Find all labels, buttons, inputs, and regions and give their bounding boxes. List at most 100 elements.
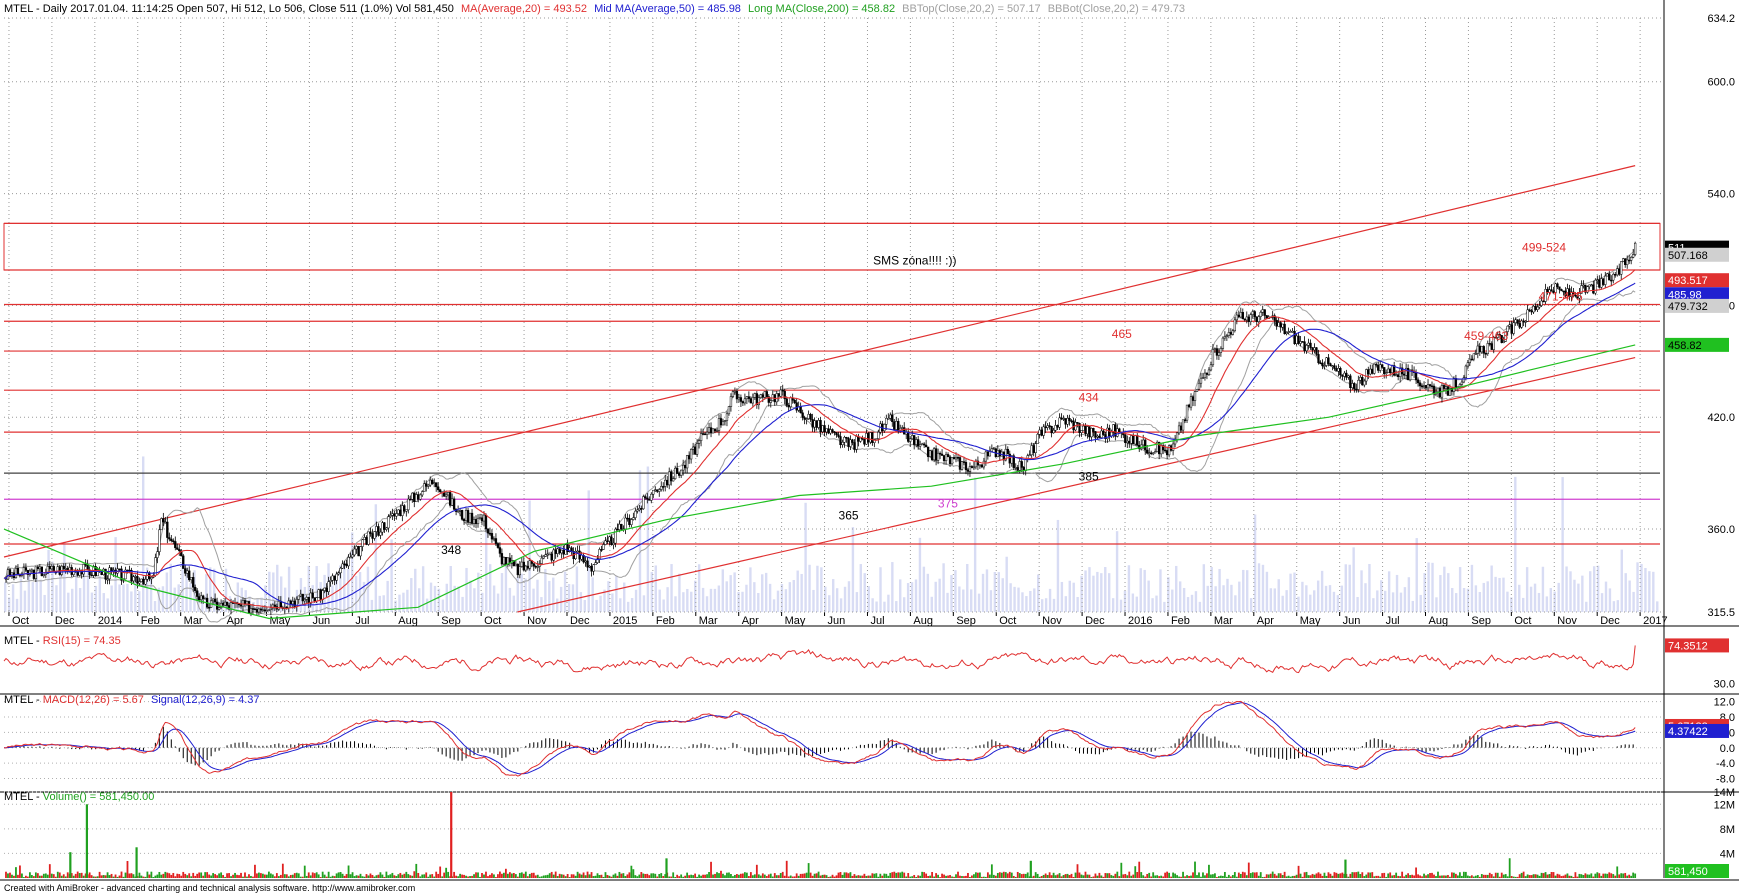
volume-bar xyxy=(1297,865,1300,878)
volume-backdrop-bar xyxy=(694,580,697,612)
candle-body xyxy=(1504,331,1507,342)
volume-backdrop-bar xyxy=(1313,590,1316,612)
volume-bar xyxy=(1500,872,1503,878)
candle-body xyxy=(106,578,109,581)
x-tick-label: Jun xyxy=(1343,615,1361,627)
candle-body xyxy=(1620,261,1623,275)
candle-body xyxy=(321,590,324,600)
candle-body xyxy=(885,418,888,425)
candle-body xyxy=(48,566,51,570)
volume-bar xyxy=(1104,873,1107,878)
candle-body xyxy=(1436,387,1440,393)
x-tick-label: Feb xyxy=(141,615,160,627)
candle-body xyxy=(1126,440,1129,443)
volume-bar xyxy=(871,873,874,878)
volume-bar xyxy=(568,877,571,878)
candle-body xyxy=(239,604,243,607)
volume-backdrop-bar xyxy=(895,601,898,612)
candle-body xyxy=(1418,382,1422,387)
volume-bar xyxy=(1214,873,1216,878)
trend-line[interactable] xyxy=(3,165,1636,558)
volume-bar xyxy=(106,872,109,878)
volume-bar xyxy=(1116,871,1119,878)
volume-bar xyxy=(1233,872,1236,878)
volume-bar xyxy=(1072,876,1075,878)
volume-backdrop-bar xyxy=(556,598,559,612)
volume-bar xyxy=(301,876,304,878)
volume-backdrop-bar xyxy=(1490,565,1493,612)
volume-bar xyxy=(36,873,39,878)
x-tick-label: Sep xyxy=(1471,615,1491,627)
volume-backdrop-bar xyxy=(1636,562,1639,612)
volume-bar xyxy=(899,872,902,878)
volume-backdrop-bar xyxy=(737,591,740,612)
candle-body xyxy=(715,430,719,432)
volume-backdrop-bar xyxy=(891,562,894,612)
trend-line[interactable] xyxy=(517,357,1636,613)
candle-body xyxy=(556,548,559,554)
candle-body xyxy=(721,421,725,426)
volume-backdrop-bar xyxy=(1143,569,1146,612)
volume-bar xyxy=(977,872,979,878)
volume-bar xyxy=(1355,872,1358,878)
rsi-pane[interactable]: 30.074.3512 xyxy=(3,638,1735,690)
candle-body xyxy=(970,466,974,468)
volume-bar xyxy=(493,874,495,878)
candle-body xyxy=(217,607,221,610)
volume-bar xyxy=(873,873,876,878)
volume-bar xyxy=(622,873,625,878)
volume-bar xyxy=(1419,875,1421,878)
volume-spike-bar xyxy=(1344,859,1347,878)
volume-bar xyxy=(857,875,860,878)
volume-bar xyxy=(718,873,720,878)
x-tick-label: Apr xyxy=(1257,615,1274,627)
candle-body xyxy=(1225,335,1229,337)
candle-body xyxy=(1442,385,1446,389)
volume-bar xyxy=(560,874,563,878)
volume-bar xyxy=(54,876,57,878)
volume-backdrop-bar xyxy=(512,595,516,612)
candle-body xyxy=(1237,314,1240,318)
sms-zone-box[interactable] xyxy=(3,222,1661,271)
volume-bar xyxy=(1415,867,1417,878)
candle-body xyxy=(1586,286,1589,293)
volume-bar xyxy=(132,874,135,878)
volume-bar xyxy=(487,876,489,878)
volume-bar xyxy=(1239,873,1242,878)
candle-body xyxy=(118,568,121,571)
candle-body xyxy=(261,609,265,612)
volume-backdrop-bar xyxy=(686,588,689,612)
candle-body xyxy=(299,593,302,597)
candle-body xyxy=(204,597,207,600)
macd-pane[interactable]: 12.08.04.00.0-4.0-8.05.671824.37422 xyxy=(3,697,1735,786)
volume-backdrop-bar xyxy=(615,575,618,612)
volume-bar xyxy=(17,874,19,878)
candle-body xyxy=(1514,319,1517,323)
candle-body xyxy=(1066,418,1069,425)
candle-body xyxy=(588,565,591,568)
candle-body xyxy=(1468,358,1472,363)
macd-signal-line xyxy=(4,702,1636,775)
volume-bar xyxy=(279,874,282,878)
volume-bar xyxy=(803,873,806,878)
volume-backdrop-bar xyxy=(1628,580,1631,612)
macd-value-tag xyxy=(1665,723,1729,738)
volume-bar xyxy=(1329,873,1332,878)
candle-body xyxy=(1634,242,1637,255)
volume-bar xyxy=(1556,873,1559,878)
candle-body xyxy=(1377,364,1380,371)
volume-backdrop-bar xyxy=(918,537,922,612)
candle-body xyxy=(761,394,764,398)
candle-body xyxy=(1428,384,1432,387)
volume-backdrop-bar xyxy=(1376,590,1379,612)
candle-body xyxy=(936,452,940,461)
volume-tick-label: 14M xyxy=(1714,787,1735,799)
volume-backdrop-bar xyxy=(824,586,827,612)
candle-body xyxy=(741,401,745,404)
volume-bar xyxy=(11,874,13,878)
volume-bar xyxy=(283,874,286,878)
volume-bar xyxy=(1528,875,1531,878)
